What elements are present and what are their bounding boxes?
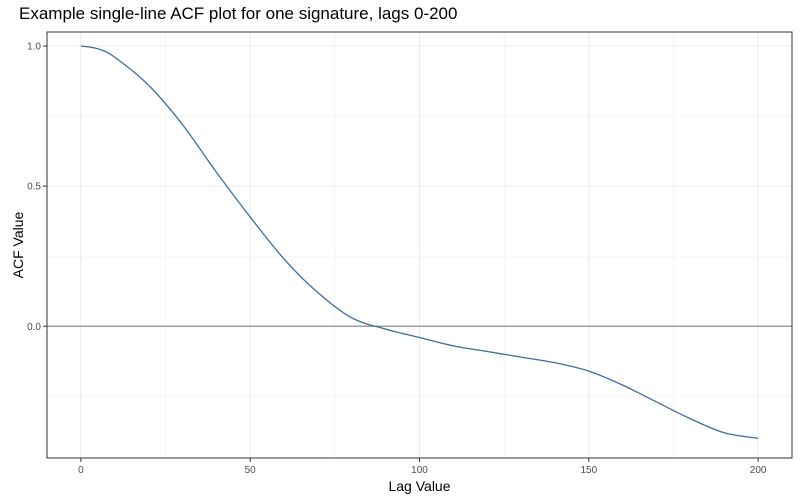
acf-line [80,45,759,440]
x-axis-title: Lag Value [388,478,450,494]
y-axis: 0.0 0.5 1.0 [27,42,47,333]
y-tick-label-0: 0.0 [27,322,41,333]
y-tick-label-2: 1.0 [27,42,41,53]
x-tick-label-0: 0 [78,465,84,476]
x-axis: 0 50 100 150 200 [78,458,767,476]
x-tick-label-4: 200 [750,465,767,476]
y-axis-title: ACF Value [10,211,26,278]
x-tick-label-1: 50 [245,465,257,476]
x-tick-label-3: 150 [580,465,597,476]
chart-title: Example single-line ACF plot for one sig… [19,4,458,23]
y-tick-label-1: 0.5 [27,182,41,193]
x-tick-label-2: 100 [411,465,428,476]
acf-series [80,45,759,440]
